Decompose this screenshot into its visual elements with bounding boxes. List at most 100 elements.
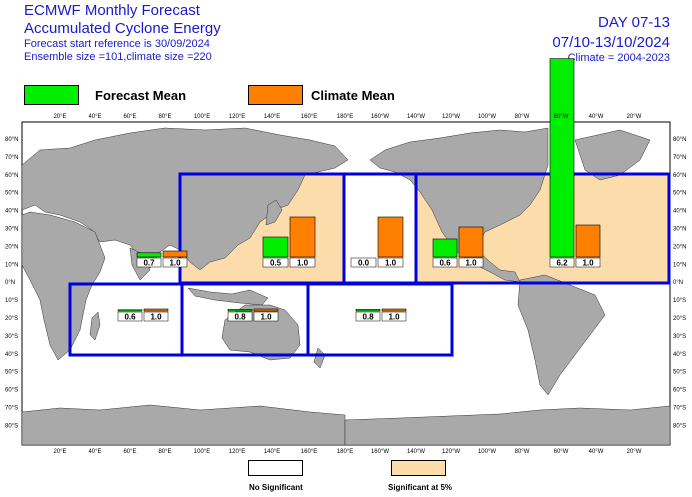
climate-value-box — [458, 257, 484, 268]
forecast-bar-east-pacific — [432, 238, 458, 258]
lat-label-left: 50°N — [5, 191, 18, 197]
lon-label-top: 80°E — [158, 114, 171, 120]
forecast-bar-west-pacific — [262, 236, 289, 258]
lat-label-right: 50°S — [673, 370, 686, 376]
lat-label-right: 80°S — [673, 423, 686, 429]
lon-label-bottom: 120°W — [442, 449, 460, 455]
lon-label-bottom: 120°E — [229, 449, 245, 455]
day-range: DAY 07-13 — [598, 14, 670, 31]
lat-label-left: 70°S — [5, 406, 18, 412]
ensemble-size: Ensemble size =101,climate size =220 — [24, 51, 212, 63]
lat-label-right: 30°N — [673, 227, 686, 233]
lat-label-left: 10°N — [5, 262, 18, 268]
lon-label-bottom: 80°W — [515, 449, 530, 455]
climate-bar-south-indian — [143, 308, 169, 312]
lon-label-bottom: 60°W — [554, 449, 569, 455]
climate-mean-label: Climate Mean — [311, 88, 395, 103]
lon-label-top: 120°E — [229, 114, 245, 120]
climate-value-australia: 1.0 — [260, 313, 272, 322]
lat-label-left: 40°S — [5, 352, 18, 358]
axis-bottom-labels: 20°E 40°E 60°E 80°E 100°E 120°E 140°E 160°E 180°… — [53, 449, 641, 455]
lat-label-right: 40°S — [673, 352, 686, 358]
forecast-value-box — [432, 257, 458, 268]
forecast-mean-label: Forecast Mean — [95, 88, 187, 103]
lon-label-top: 60°E — [123, 114, 136, 120]
climate-bar-south-pacific — [381, 308, 407, 312]
forecast-value-central-pacific: 0.0 — [358, 259, 370, 268]
land-greenland — [574, 129, 651, 181]
basin-south-indian: 0.6 1.0 — [117, 308, 169, 322]
basin-east-pacific: 0.6 1.0 — [432, 226, 484, 268]
lat-label-right: 20°S — [673, 316, 686, 322]
basin-australia: 0.8 1.0 — [227, 308, 279, 322]
basin-north-indian: 0.7 1.0 — [136, 250, 188, 268]
lon-label-bottom: 60°E — [123, 449, 136, 455]
climate-bar-east-pacific — [458, 226, 484, 258]
climate-bar-atlantic — [575, 224, 601, 258]
basin-box-south-pacific — [306, 282, 454, 357]
lat-label-left: 0°N — [5, 280, 15, 286]
basin-central-pacific: 0.0 1.0 — [350, 216, 404, 268]
lat-label-left: 20°S — [5, 316, 18, 322]
lat-label-right: 10°S — [673, 298, 686, 304]
climate-value-box — [377, 257, 404, 268]
title-product: ECMWF Monthly Forecast — [24, 2, 200, 19]
land-newzealand — [313, 347, 326, 369]
axis-left-labels: 80°N 70°N 60°N 50°N 40°N 30°N 20°N 10°N 0°N 10°S 2… — [5, 137, 18, 429]
forecast-bar-atlantic — [549, 58, 575, 258]
climate-value-north-indian: 1.0 — [169, 259, 181, 268]
lat-label-left: 80°N — [5, 137, 18, 143]
basin-boxes — [68, 172, 671, 357]
axis-right-labels: 80°N 70°N 60°N 50°N 40°N 30°N 20°N 10°N 0°N 10°S 2… — [673, 137, 686, 429]
lon-label-bottom: 160°W — [371, 449, 389, 455]
lat-label-right: 20°N — [673, 244, 686, 250]
climate-bar-central-pacific — [377, 216, 404, 258]
climate-value-east-pacific: 1.0 — [465, 259, 477, 268]
basin-south-pacific: 0.8 1.0 — [355, 308, 407, 322]
lat-label-left: 30°N — [5, 227, 18, 233]
lat-label-right: 0°N — [673, 280, 683, 286]
lat-label-right: 80°N — [673, 137, 686, 143]
lon-label-top: 100°E — [194, 114, 210, 120]
lon-label-bottom: 40°W — [589, 449, 604, 455]
basin-west-pacific: 0.5 1.0 — [262, 216, 316, 268]
climate-bar-australia — [253, 308, 279, 312]
lon-label-top: 140°E — [264, 114, 280, 120]
lon-label-bottom: 20°W — [627, 449, 642, 455]
lon-label-top: 140°W — [407, 114, 425, 120]
lon-label-bottom: 20°E — [53, 449, 66, 455]
climate-mean-swatch — [248, 85, 303, 105]
lon-label-top: 80°W — [515, 114, 530, 120]
climate-bar-north-indian — [162, 250, 188, 258]
lat-label-left: 20°N — [5, 244, 18, 250]
land-madagascar — [89, 311, 101, 341]
land-indonesia — [187, 287, 269, 306]
lon-label-top: 180°E — [337, 114, 353, 120]
forecast-value-south-indian: 0.6 — [124, 313, 136, 322]
lon-label-bottom: 140°E — [264, 449, 280, 455]
lat-label-left: 60°S — [5, 388, 18, 394]
climate-value-box — [162, 257, 188, 268]
lon-label-bottom: 100°W — [478, 449, 496, 455]
land-south-america — [517, 274, 606, 396]
forecast-start-reference: Forecast start reference is 30/09/2024 — [24, 38, 210, 50]
climate-value-box — [575, 257, 601, 268]
lat-label-right: 30°S — [673, 334, 686, 340]
lat-label-left: 50°S — [5, 370, 18, 376]
lat-label-left: 70°N — [5, 155, 18, 161]
land-japan — [265, 199, 283, 226]
no-significant-swatch — [248, 460, 303, 476]
forecast-value-box — [549, 257, 575, 268]
forecast-bar-north-indian — [136, 252, 162, 258]
land-africa — [21, 211, 106, 361]
lon-label-top: 120°W — [442, 114, 460, 120]
lat-label-left: 10°S — [5, 298, 18, 304]
lat-label-left: 40°N — [5, 209, 18, 215]
lat-label-right: 60°S — [673, 388, 686, 394]
climate-value-box — [143, 311, 169, 322]
lon-label-top: 40°E — [88, 114, 101, 120]
lat-label-right: 10°N — [673, 262, 686, 268]
forecast-bar-australia — [227, 309, 253, 312]
land-antarctica-west — [344, 405, 671, 446]
